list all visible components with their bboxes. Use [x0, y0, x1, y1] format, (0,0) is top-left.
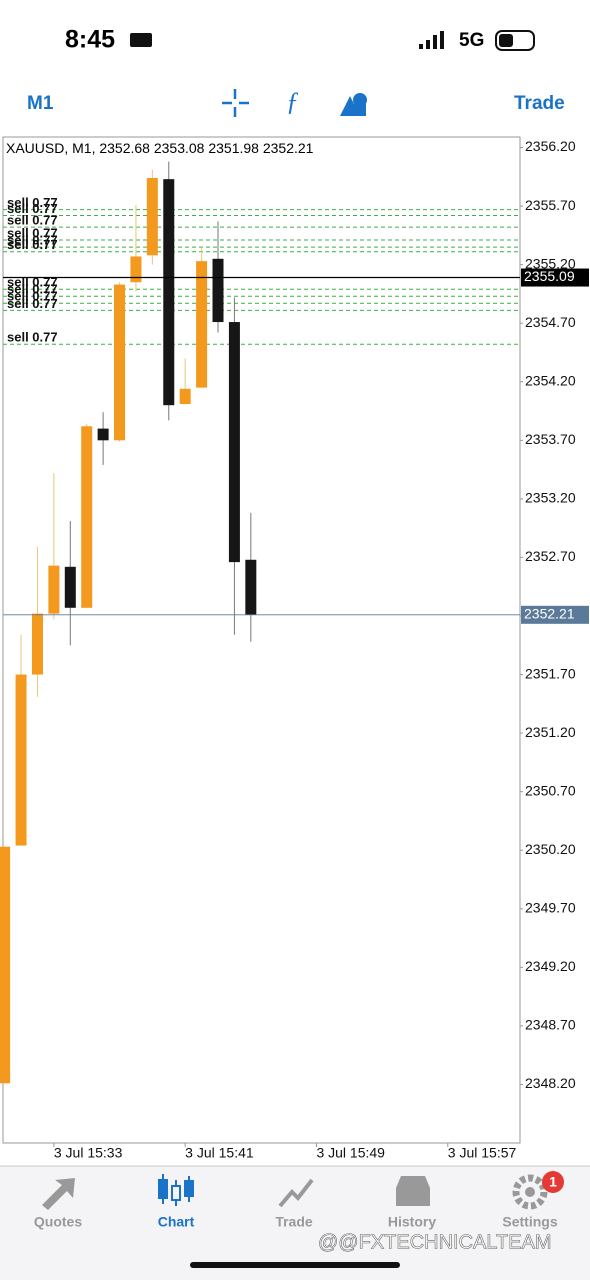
symbol: XAUUSD, M1,	[6, 140, 95, 156]
order-label: sell 0.77	[7, 296, 58, 311]
y-tick-label: 2352.70	[525, 548, 576, 564]
y-tick-label: 2348.20	[525, 1075, 576, 1091]
candle-body	[31, 613, 43, 675]
timeframe-button[interactable]: M1	[27, 93, 54, 114]
plot-frame	[2, 136, 521, 1144]
price-tag	[521, 268, 589, 287]
order-label: sell 0.77	[7, 213, 58, 228]
y-tick-label: 2356.20	[525, 138, 576, 154]
candle-body	[130, 256, 142, 283]
indicators-button[interactable]: ƒ	[286, 87, 299, 116]
tab-label[interactable]: History	[388, 1214, 436, 1230]
candle-body	[163, 179, 175, 406]
candle-body	[64, 566, 76, 608]
order-label: sell 0.77	[7, 225, 58, 240]
battery	[495, 30, 535, 51]
order-label: sell 0.77	[7, 289, 58, 304]
candle-body	[228, 322, 240, 563]
trade-icon	[278, 1178, 314, 1208]
candle-body	[196, 261, 208, 388]
header-open: 2352.68	[99, 140, 150, 156]
x-tick-label: 3 Jul 15:41	[185, 1145, 254, 1161]
battery-level	[499, 34, 513, 47]
order-label: sell 0.77	[7, 237, 58, 252]
chart-icon	[158, 1174, 194, 1206]
order-label: sell 0.77	[7, 195, 58, 210]
candle-body	[212, 258, 224, 323]
y-tick-label: 2354.70	[525, 314, 576, 330]
x-tick-label: 3 Jul 15:57	[448, 1145, 517, 1161]
order-label: sell 0.77	[7, 282, 58, 297]
tab-label[interactable]: Chart	[158, 1214, 195, 1230]
y-tick-label: 2351.70	[525, 665, 576, 681]
y-tick-label: 2351.20	[525, 724, 576, 740]
order-label: sell 0.77	[7, 233, 58, 248]
x-tick-label: 3 Jul 15:49	[316, 1145, 385, 1161]
tab-label[interactable]: Quotes	[34, 1214, 82, 1230]
badge	[542, 1171, 564, 1193]
history-icon	[396, 1176, 430, 1206]
y-tick-label: 2355.70	[525, 197, 576, 213]
y-tick-label: 2349.70	[525, 899, 576, 915]
price-tag-label: 2355.09	[524, 268, 575, 284]
order-label: sell 0.77	[7, 275, 58, 290]
candle-body	[0, 846, 11, 1084]
y-tick-label: 2349.20	[525, 958, 576, 974]
tab-label[interactable]: Trade	[275, 1214, 313, 1230]
trade-button[interactable]: Trade	[514, 93, 565, 114]
y-tick-label: 2355.20	[525, 255, 576, 271]
tabs: Quotes Chart Trade History Settings	[34, 1214, 558, 1230]
candle-body	[81, 426, 93, 608]
settings-icon	[512, 1174, 548, 1210]
y-tick-label: 2350.20	[525, 841, 576, 857]
home-indicator	[190, 1262, 400, 1268]
candle-body	[48, 565, 60, 614]
candle-body	[114, 284, 126, 441]
sleep-icon	[130, 33, 152, 47]
tab-label[interactable]: Settings	[502, 1214, 557, 1230]
quotes-icon	[42, 1178, 75, 1210]
header-close: 2352.21	[263, 140, 314, 156]
badge-count: 1	[549, 1174, 557, 1190]
candle-body	[97, 428, 109, 441]
y-tick-label: 2353.70	[525, 431, 576, 447]
signal-icon	[419, 31, 444, 49]
candle-body	[179, 388, 191, 405]
y-tick-label: 2354.20	[525, 372, 576, 388]
settings-icon-core	[525, 1187, 535, 1197]
header-low: 2351.98	[208, 140, 259, 156]
plot: 2356.20 2355.70 2355.20 2354.70 2354.20 2353.…	[0, 138, 589, 1161]
price-tag-label: 2352.21	[524, 606, 575, 622]
clock: 8:45	[65, 26, 115, 54]
y-tick-label: 2350.70	[525, 782, 576, 798]
crosshair-button[interactable]	[222, 89, 249, 117]
y-tick-label: 2348.70	[525, 1017, 576, 1033]
watermark: @@FXTECHNICALTEAM	[318, 1231, 552, 1253]
candle-body	[146, 177, 158, 256]
tab-bar	[0, 1166, 590, 1280]
price-tag	[521, 605, 589, 624]
x-tick-label: 3 Jul 15:33	[54, 1145, 123, 1161]
candle-body	[245, 559, 257, 615]
header-high: 2353.08	[154, 140, 205, 156]
order-label: sell 0.77	[7, 330, 58, 345]
network: 5G	[459, 30, 484, 51]
y-tick-label: 2353.20	[525, 490, 576, 506]
chart-header: XAUUSD, M1, 2352.68 2353.08 2351.98 2352…	[6, 140, 314, 156]
objects-button[interactable]	[340, 93, 367, 116]
candle-body	[15, 674, 27, 846]
order-label: sell 0.77	[7, 201, 58, 216]
